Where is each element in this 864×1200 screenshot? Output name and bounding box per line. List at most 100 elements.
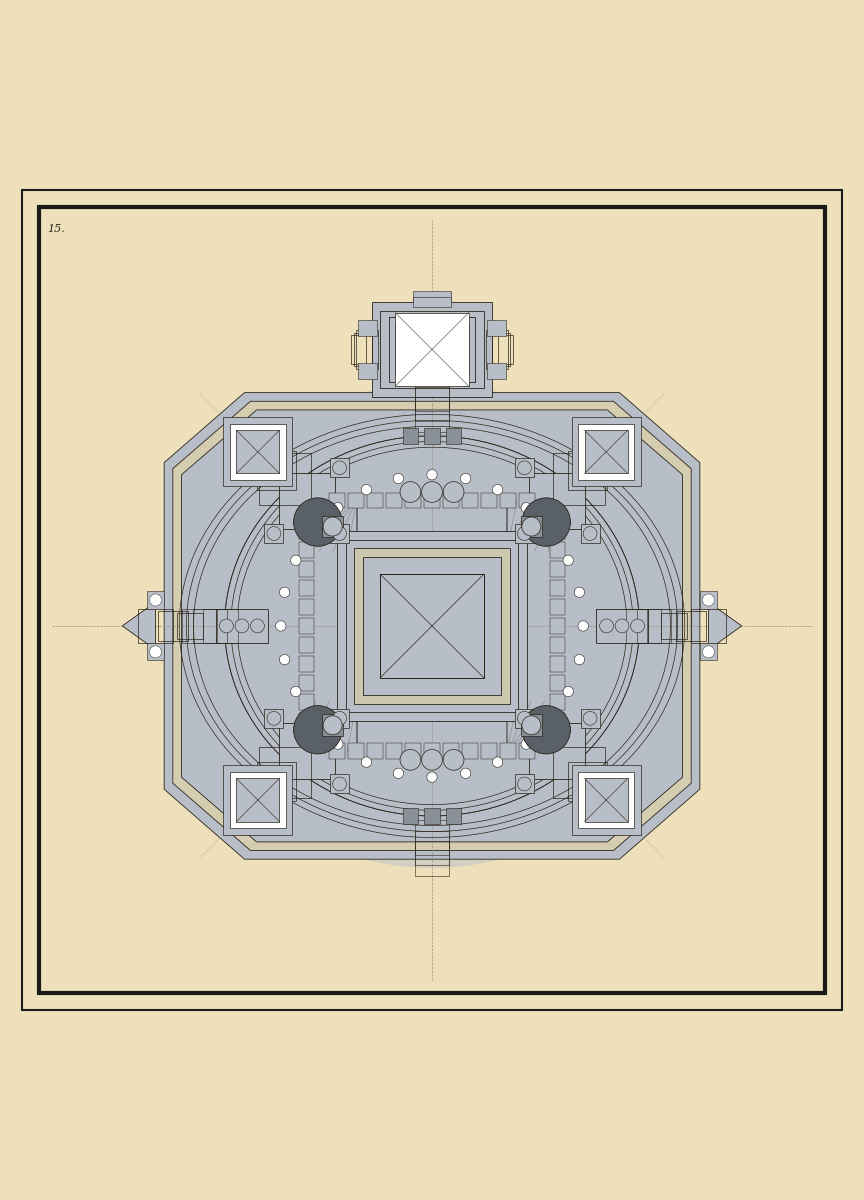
- Circle shape: [422, 750, 442, 770]
- Bar: [321, 714, 343, 736]
- Circle shape: [702, 646, 715, 658]
- Bar: [299, 562, 314, 577]
- Circle shape: [333, 778, 346, 791]
- Polygon shape: [173, 401, 691, 851]
- Bar: [700, 643, 717, 660]
- Bar: [500, 493, 516, 509]
- Bar: [138, 608, 173, 643]
- Bar: [348, 744, 364, 758]
- Bar: [147, 643, 164, 660]
- Circle shape: [333, 503, 343, 512]
- Circle shape: [461, 473, 471, 484]
- Bar: [354, 332, 372, 366]
- Circle shape: [518, 527, 531, 540]
- Polygon shape: [181, 410, 683, 842]
- Bar: [519, 493, 535, 509]
- Bar: [415, 377, 449, 410]
- Circle shape: [583, 461, 597, 475]
- Circle shape: [615, 619, 629, 632]
- Bar: [358, 364, 377, 379]
- Bar: [413, 290, 451, 301]
- Bar: [550, 562, 565, 577]
- Bar: [405, 744, 421, 758]
- Bar: [299, 599, 314, 614]
- Circle shape: [290, 556, 301, 565]
- Circle shape: [294, 706, 342, 754]
- Circle shape: [522, 517, 541, 536]
- Circle shape: [522, 715, 541, 734]
- Bar: [299, 676, 314, 691]
- Circle shape: [422, 481, 442, 503]
- Bar: [550, 618, 565, 634]
- Bar: [550, 694, 565, 709]
- Bar: [403, 809, 418, 823]
- Circle shape: [235, 619, 249, 632]
- Circle shape: [393, 768, 403, 779]
- Bar: [492, 332, 510, 366]
- Bar: [257, 762, 295, 802]
- Polygon shape: [164, 392, 700, 859]
- Bar: [553, 454, 605, 505]
- Circle shape: [492, 485, 503, 494]
- Bar: [443, 493, 459, 509]
- Circle shape: [279, 654, 289, 665]
- Circle shape: [443, 750, 464, 770]
- Bar: [372, 302, 492, 397]
- Circle shape: [575, 587, 585, 598]
- Bar: [446, 428, 461, 444]
- Circle shape: [361, 757, 372, 767]
- Bar: [584, 448, 610, 474]
- Bar: [254, 778, 280, 804]
- Bar: [236, 431, 279, 474]
- Circle shape: [149, 594, 162, 606]
- Circle shape: [267, 778, 281, 791]
- Bar: [550, 523, 565, 539]
- Bar: [330, 458, 349, 478]
- Bar: [299, 694, 314, 709]
- Bar: [386, 744, 402, 758]
- Bar: [230, 424, 286, 480]
- Circle shape: [361, 485, 372, 494]
- Circle shape: [631, 619, 645, 632]
- Bar: [415, 830, 449, 865]
- Circle shape: [400, 750, 421, 770]
- Circle shape: [521, 739, 531, 749]
- Bar: [413, 296, 451, 307]
- Bar: [553, 746, 605, 798]
- Circle shape: [702, 594, 715, 606]
- Bar: [299, 580, 314, 595]
- Bar: [700, 592, 717, 608]
- Circle shape: [492, 757, 503, 767]
- Bar: [236, 779, 279, 822]
- Bar: [572, 766, 641, 834]
- Bar: [578, 424, 634, 480]
- Circle shape: [563, 686, 574, 697]
- Bar: [550, 542, 565, 558]
- Bar: [351, 335, 365, 364]
- Bar: [443, 744, 459, 758]
- Bar: [515, 458, 534, 478]
- Circle shape: [583, 527, 597, 540]
- Bar: [520, 516, 543, 538]
- Circle shape: [545, 715, 556, 725]
- Circle shape: [522, 498, 570, 546]
- Circle shape: [393, 473, 403, 484]
- Bar: [550, 580, 565, 595]
- Bar: [147, 592, 164, 608]
- Bar: [223, 766, 292, 834]
- Bar: [356, 330, 378, 368]
- Bar: [569, 451, 607, 490]
- Bar: [676, 611, 707, 641]
- Circle shape: [400, 481, 421, 503]
- Bar: [254, 448, 280, 474]
- Bar: [405, 493, 421, 509]
- Circle shape: [443, 481, 464, 503]
- Bar: [193, 608, 227, 643]
- Bar: [647, 608, 682, 643]
- Bar: [259, 746, 311, 798]
- Bar: [348, 493, 364, 509]
- Circle shape: [267, 527, 281, 540]
- Bar: [415, 841, 449, 876]
- Bar: [515, 524, 534, 544]
- Bar: [519, 744, 535, 758]
